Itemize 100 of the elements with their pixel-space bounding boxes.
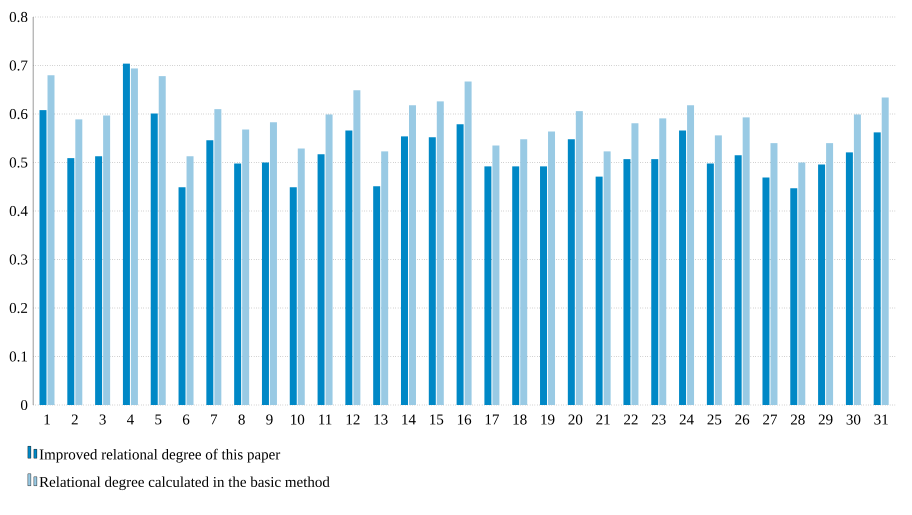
bar: [846, 152, 853, 405]
legend-label: Relational degree calculated in the basic method: [40, 476, 330, 490]
x-tick-label: 26: [735, 414, 750, 425]
x-tick-label: 10: [291, 414, 304, 425]
x-tick-label: 14: [402, 414, 416, 424]
bar: [826, 143, 834, 405]
bar: [186, 156, 194, 405]
bar: [659, 118, 666, 405]
y-tick-label: 0.5: [10, 157, 28, 168]
x-tick-label: 1: [44, 414, 50, 424]
x-tick-label: 25: [708, 414, 722, 425]
bar: [540, 166, 548, 405]
x-tick-label: 24: [680, 414, 694, 424]
bar: [604, 151, 611, 405]
bar: [214, 109, 222, 405]
bar: [75, 119, 82, 405]
bar: [742, 117, 750, 405]
bar: [492, 146, 500, 405]
x-tick-label: 11: [319, 414, 332, 424]
bar: [95, 156, 102, 405]
y-tick-label: 0.2: [10, 302, 28, 314]
x-tick-label: 27: [763, 414, 778, 424]
x-tick-label: 18: [514, 414, 527, 425]
x-tick-label: 29: [818, 414, 832, 425]
bar: [456, 124, 464, 405]
bar: [679, 130, 686, 405]
x-tick-label: 23: [652, 414, 666, 425]
x-tick-label: 16: [458, 414, 472, 425]
x-tick-label: 9: [266, 414, 273, 425]
bar: [40, 110, 47, 405]
bar: [706, 163, 714, 405]
bar: [408, 105, 416, 405]
legend-label: Improved relational degree of this paper: [40, 448, 280, 463]
bar: [854, 114, 861, 405]
bar: [734, 155, 742, 405]
y-tick-label: 0.8: [10, 12, 28, 22]
bar: [178, 187, 186, 405]
bar: [158, 76, 166, 405]
bar: [484, 166, 492, 405]
x-tick-label: 5: [155, 414, 162, 424]
y-tick-label: 0.6: [10, 108, 28, 120]
bar: [568, 139, 575, 405]
y-tick-label: 0: [20, 400, 28, 410]
bar: [428, 137, 436, 405]
x-tick-label: 6: [182, 414, 190, 425]
bar: [318, 154, 325, 405]
bar: [381, 151, 388, 405]
bar: [762, 178, 770, 405]
x-tick-label: 2: [72, 414, 78, 424]
bar: [714, 135, 722, 405]
bar: [770, 143, 778, 405]
x-tick-label: 30: [846, 414, 860, 425]
bar: [464, 82, 472, 405]
bar: [262, 162, 269, 405]
x-tick-label: 22: [624, 414, 638, 424]
bar: [353, 90, 360, 405]
y-tick-label: 0.4: [10, 206, 28, 216]
bar: [512, 166, 520, 405]
y-tick-label: 0.7: [10, 60, 28, 71]
bar: [818, 164, 826, 405]
bar: [790, 188, 798, 405]
bar: [687, 105, 694, 405]
bar: [651, 159, 658, 405]
bar: [130, 68, 138, 405]
bar: [345, 130, 352, 405]
bar: [326, 114, 333, 405]
x-tick-label: 4: [126, 414, 134, 424]
bar: [548, 131, 556, 405]
bar: [270, 122, 277, 405]
bar: [242, 130, 250, 405]
bar: [400, 136, 408, 405]
x-tick-label: 15: [430, 414, 444, 425]
bar: [436, 101, 444, 405]
bar: [631, 123, 638, 405]
x-tick-label: 21: [596, 414, 610, 424]
bar: [290, 187, 297, 405]
bar: [576, 111, 583, 405]
x-tick-label: 20: [568, 414, 582, 425]
x-tick-label: 8: [238, 414, 245, 425]
bar: [798, 162, 806, 405]
bar: [122, 64, 130, 405]
bar: [206, 140, 214, 405]
x-tick-label: 3: [100, 414, 106, 425]
x-tick-label: 13: [374, 414, 388, 425]
bar: [520, 139, 528, 405]
x-tick-label: 28: [790, 414, 805, 425]
bar: [623, 159, 630, 405]
bar: [373, 186, 380, 405]
x-tick-label: 19: [541, 414, 554, 425]
bar: [150, 114, 158, 405]
bar: [874, 132, 881, 405]
x-tick-label: 17: [486, 414, 499, 424]
bar: [103, 115, 110, 405]
bar: [882, 98, 889, 405]
x-tick-label: 12: [346, 414, 360, 424]
bar: [67, 158, 74, 405]
bar: [298, 148, 305, 405]
y-tick-label: 0.3: [10, 254, 28, 265]
bar: [48, 75, 55, 405]
y-tick-label: 0.1: [10, 351, 28, 362]
